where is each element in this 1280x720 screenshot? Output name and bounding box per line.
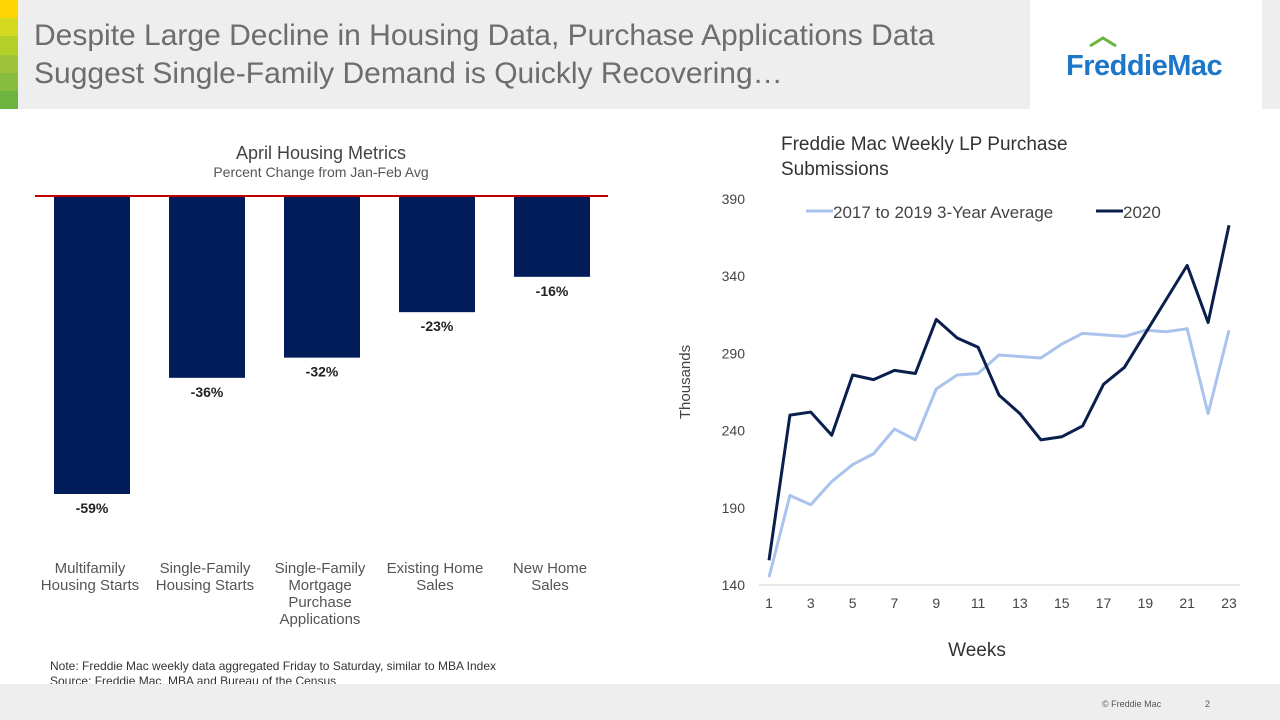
bar-category-label: Single-Family [160, 560, 251, 577]
y-tick-label: 140 [722, 577, 746, 593]
slide-title: Despite Large Decline in Housing Data, P… [34, 17, 1024, 93]
title-line-1: Despite Large Decline in Housing Data, P… [34, 19, 935, 52]
bar-chart-title: April Housing Metrics [236, 143, 406, 163]
legend-label: 2017 to 2019 3-Year Average [833, 203, 1053, 222]
accent-stripe-segment [0, 90, 18, 110]
y-axis-label: Thousands [677, 345, 694, 419]
bar [54, 196, 130, 494]
bar-chart-subtitle: Percent Change from Jan-Feb Avg [213, 164, 428, 180]
bar-data-label: -23% [421, 318, 454, 334]
bar [169, 196, 245, 378]
bar-category-label: Applications [280, 611, 361, 628]
x-tick-label: 5 [849, 595, 857, 611]
x-tick-label: 3 [807, 595, 815, 611]
freddie-mac-logo: FreddieMac [1066, 36, 1223, 80]
bar-category-label: Mortgage [288, 577, 351, 594]
y-tick-label: 290 [722, 345, 746, 361]
x-tick-label: 15 [1054, 595, 1070, 611]
bar-data-label: -36% [191, 384, 224, 400]
x-tick-label: 7 [891, 595, 899, 611]
y-tick-label: 390 [722, 191, 746, 207]
accent-stripe-segment [0, 18, 18, 37]
header-right-strip [1262, 0, 1280, 109]
bar-category-label: Existing Home [387, 560, 484, 577]
footer-band [0, 684, 1280, 720]
bar-chart: April Housing Metrics Percent Change fro… [35, 143, 608, 628]
bar [399, 196, 475, 313]
accent-stripe-segment [0, 36, 18, 55]
x-tick-label: 23 [1221, 595, 1237, 611]
bar-category-label: Housing Starts [41, 577, 139, 594]
line-chart-title-line-1: Freddie Mac Weekly LP Purchase [781, 134, 1068, 155]
line-chart-title-line-2: Submissions [781, 159, 889, 180]
page-number: 2 [1205, 699, 1211, 709]
x-tick-label: 1 [765, 595, 773, 611]
x-tick-label: 13 [1012, 595, 1028, 611]
line-chart: Freddie Mac Weekly LP Purchase Submissio… [677, 134, 1240, 661]
bar-category-label: Purchase [288, 594, 351, 611]
y-tick-label: 340 [722, 268, 746, 284]
bar-data-label: -16% [536, 283, 569, 299]
logo-roof-icon [1089, 36, 1117, 48]
bar-category-label: New Home [513, 560, 587, 577]
copyright-text: © Freddie Mac [1102, 699, 1162, 709]
x-tick-label: 19 [1138, 595, 1154, 611]
y-tick-label: 240 [722, 423, 746, 439]
accent-stripe [0, 0, 18, 110]
series-line-2020 [767, 224, 1231, 561]
logo-area [1030, 0, 1262, 109]
series-line-avg [767, 327, 1231, 578]
x-tick-label: 11 [971, 595, 986, 611]
bar-category-label: Sales [416, 577, 454, 594]
x-tick-label: 21 [1179, 595, 1195, 611]
bar-category-label: Sales [531, 577, 569, 594]
x-tick-label: 9 [932, 595, 940, 611]
logo-wordmark: FreddieMac [1066, 50, 1223, 80]
bar-category-label: Multifamily [55, 560, 126, 577]
x-axis-label: Weeks [948, 640, 1006, 661]
bar-data-label: -59% [76, 500, 109, 516]
bar-data-label: -32% [306, 364, 339, 380]
x-tick-label: 17 [1096, 595, 1112, 611]
header-band [0, 0, 1030, 109]
bar-category-label: Single-Family [275, 560, 366, 577]
bar [284, 196, 360, 358]
legend-label: 2020 [1123, 203, 1161, 222]
footnote-note: Note: Freddie Mac weekly data aggregated… [50, 659, 496, 673]
accent-stripe-segment [0, 72, 18, 91]
accent-stripe-segment [0, 0, 18, 19]
title-line-2: Suggest Single-Family Demand is Quickly … [34, 57, 783, 90]
bar-category-label: Housing Starts [156, 577, 254, 594]
bar [514, 196, 590, 277]
y-tick-label: 190 [722, 500, 746, 516]
accent-stripe-segment [0, 54, 18, 73]
